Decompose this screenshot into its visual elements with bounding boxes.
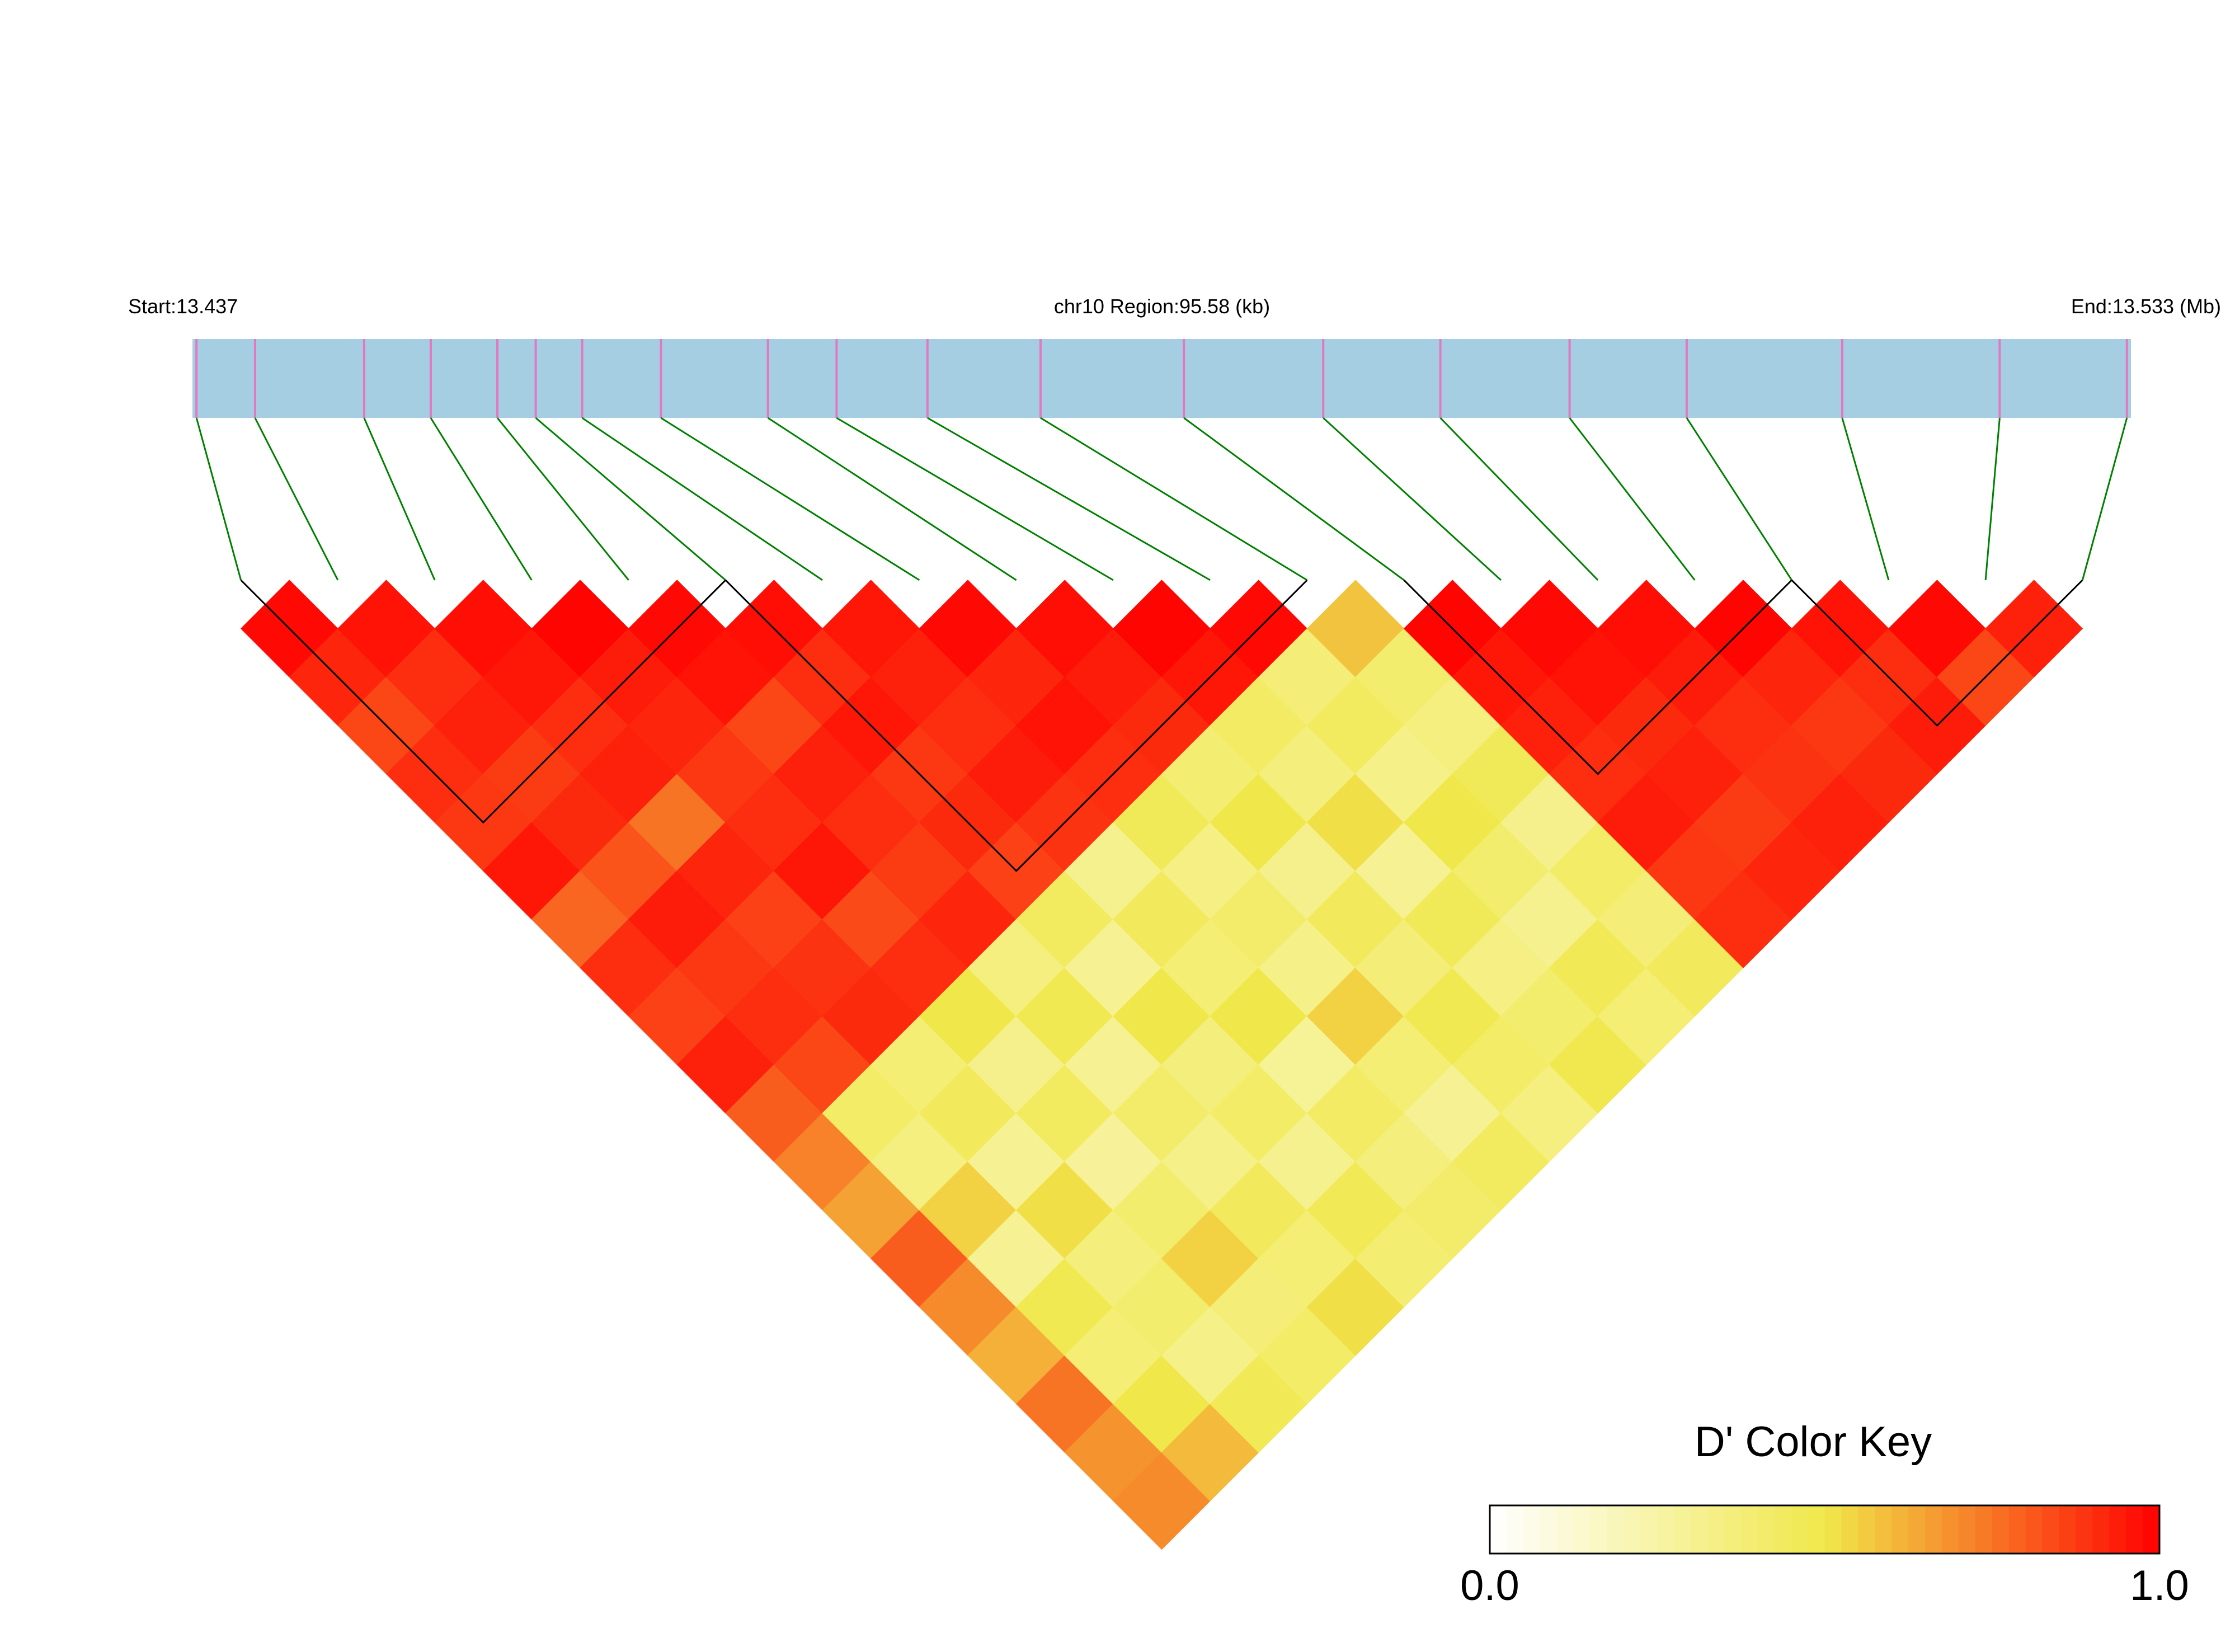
color-key-step (1674, 1505, 1691, 1554)
color-key-step (1740, 1505, 1758, 1554)
color-key-step (1791, 1505, 1809, 1554)
color-key-step (1590, 1505, 1607, 1554)
snp-link (535, 417, 726, 581)
color-key-step (1640, 1505, 1658, 1554)
color-key-frame (1489, 1504, 2161, 1555)
color-key-step (1774, 1505, 1792, 1554)
snp-link (1686, 417, 1792, 581)
ld-block (1403, 579, 1792, 775)
color-key-step (1841, 1505, 1858, 1554)
snp-link (1040, 417, 1308, 581)
ld-block (724, 579, 1308, 872)
snp-link (1984, 417, 2001, 581)
color-key-step (1992, 1505, 2010, 1554)
color-key-step (1975, 1505, 1993, 1554)
snp-link (195, 417, 242, 581)
color-key-step (2092, 1505, 2110, 1554)
color-key-step (2042, 1505, 2059, 1554)
start-label: Start:13.437 (128, 295, 238, 318)
color-key-step (1573, 1505, 1591, 1554)
snp-link (430, 417, 533, 581)
color-key-step (1925, 1505, 1942, 1554)
color-key-step (2109, 1505, 2126, 1554)
color-key-step (1824, 1505, 1842, 1554)
color-key-step (2008, 1505, 2026, 1554)
color-key-step (2025, 1505, 2043, 1554)
color-key-step (1941, 1505, 1959, 1554)
color-key-step (2126, 1505, 2143, 1554)
color-key-step (1540, 1505, 1558, 1554)
color-key-step (1757, 1505, 1775, 1554)
region-label: chr10 Region:95.58 (kb) (1054, 295, 1270, 318)
color-key-tick-label: 1.0 (2130, 1562, 2189, 1609)
color-key-step (1506, 1505, 1524, 1554)
color-key-step (1707, 1505, 1725, 1554)
snp-link (1569, 417, 1696, 581)
color-key-step (1490, 1505, 1507, 1554)
snp-link (581, 417, 823, 581)
ld-block (240, 579, 726, 824)
snp-bar (192, 339, 2131, 418)
color-key-step (1891, 1505, 1909, 1554)
snp-link (660, 417, 920, 581)
color-key-step (2143, 1505, 2160, 1554)
color-key-step (1657, 1505, 1674, 1554)
snp-link (767, 417, 1017, 581)
color-key-step (2076, 1505, 2093, 1554)
color-key-step (1624, 1505, 1641, 1554)
color-key-step (2059, 1505, 2076, 1554)
snp-link (2081, 417, 2128, 581)
color-key-step (1958, 1505, 1976, 1554)
snp-link (836, 417, 1114, 581)
end-label: End:13.533 (Mb) (2071, 295, 2221, 318)
color-key-step (1808, 1505, 1825, 1554)
snp-link (254, 417, 339, 581)
color-key-step (1607, 1505, 1624, 1554)
color-key-step (1724, 1505, 1742, 1554)
color-key-step (1908, 1505, 1926, 1554)
snp-link (1323, 417, 1502, 581)
color-key-step (1691, 1505, 1708, 1554)
snp-link (363, 417, 436, 581)
legend-title: D' Color Key (1695, 1418, 1932, 1466)
snp-link (927, 417, 1211, 581)
snp-link (1841, 417, 1890, 581)
color-key-step (1875, 1505, 1892, 1554)
snp-link (1439, 417, 1599, 581)
snp-link (1183, 417, 1405, 581)
color-key-step (1556, 1505, 1574, 1554)
color-key-step (1858, 1505, 1875, 1554)
color-key-step (1523, 1505, 1541, 1554)
color-key-tick-label: 0.0 (1460, 1562, 1519, 1609)
ld-block (1791, 579, 2083, 727)
snp-link (496, 417, 629, 581)
